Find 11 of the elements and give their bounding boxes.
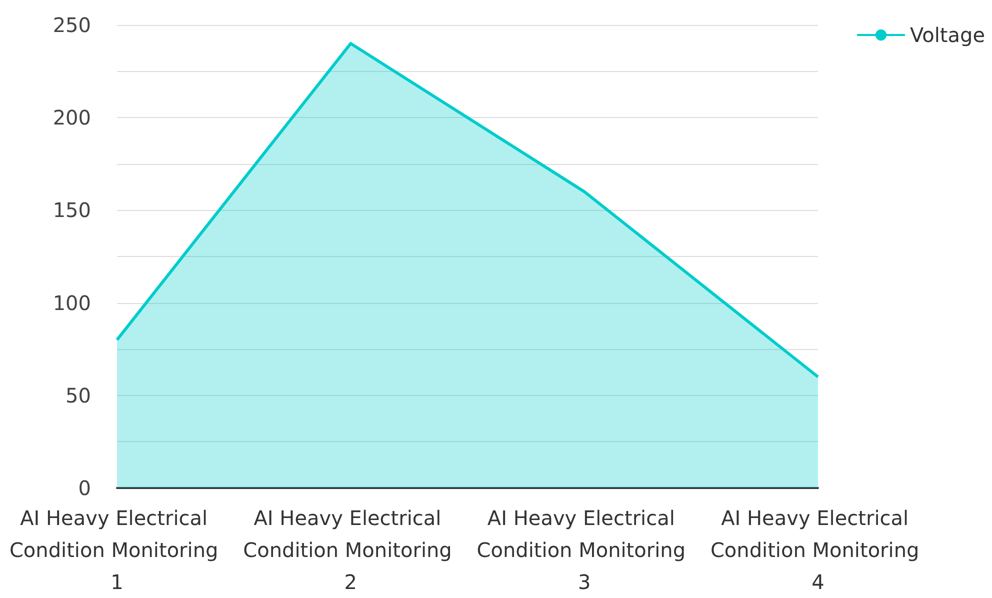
y-tick-label: 100 xyxy=(52,290,91,315)
x-tick-label: AI Heavy Electrical Condition Monitoring 3 xyxy=(476,506,692,594)
x-tick-label: AI Heavy Electrical Condition Monitoring 1 xyxy=(9,506,225,594)
x-tick-label: AI Heavy Electrical Condition Monitoring 4 xyxy=(710,506,926,594)
x-tick-label: AI Heavy Electrical Condition Monitoring 2 xyxy=(243,506,458,594)
y-tick-label: 0 xyxy=(78,476,91,500)
y-tick-label: 250 xyxy=(52,13,91,37)
legend-label: Voltage xyxy=(910,23,986,47)
y-tick-label: 150 xyxy=(52,198,91,222)
y-tick-label: 200 xyxy=(52,106,91,130)
y-tick-label: 50 xyxy=(66,383,91,408)
